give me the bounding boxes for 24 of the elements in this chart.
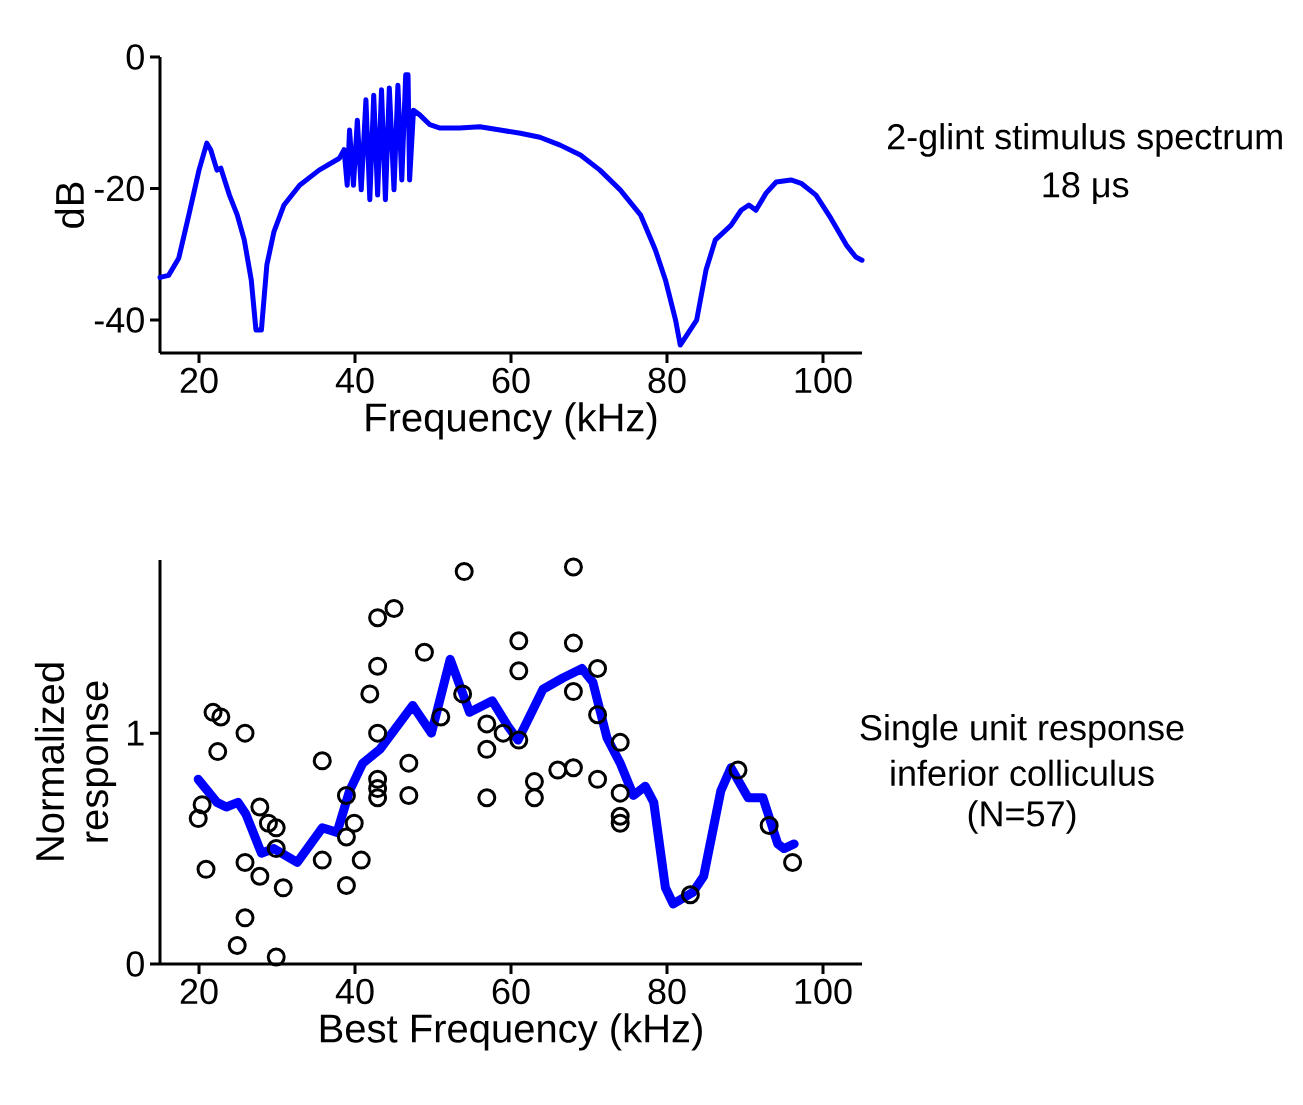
text: 2-glint stimulus spectrum — [887, 123, 1282, 157]
x-tick-label: 60 — [492, 978, 530, 1005]
x-tick-label: 100 — [795, 367, 852, 394]
x-tick-label: 40 — [335, 978, 374, 1005]
y-tick-label: -40 — [94, 307, 144, 333]
x-axis-title: Best Frequency (kHz) — [320, 1013, 702, 1051]
x-tick-label: 80 — [648, 367, 686, 394]
y-tick-label: 1 — [128, 720, 144, 746]
x-tick-label: 20 — [180, 367, 218, 394]
y-tick-label: 0 — [126, 44, 144, 70]
y-tick-label: -20 — [94, 175, 144, 202]
annotation: Single unit response — [860, 714, 1184, 748]
text: 18 μs — [1043, 172, 1129, 205]
y-axis-title: Normalized response — [34, 663, 117, 860]
x-axis-title: Frequency (kHz) — [366, 402, 657, 440]
text: (N=57) — [968, 800, 1076, 834]
x-tick-label: 40 — [335, 367, 374, 394]
x-tick-label: 80 — [648, 978, 686, 1005]
x-tick-label: 60 — [492, 367, 530, 394]
y-axis-title: dB — [54, 182, 85, 228]
text: inferior colliculus — [891, 759, 1154, 787]
x-tick-label: 20 — [180, 978, 218, 1005]
x-tick-label: 100 — [795, 978, 852, 1005]
y-tick-label: 0 — [126, 951, 144, 977]
